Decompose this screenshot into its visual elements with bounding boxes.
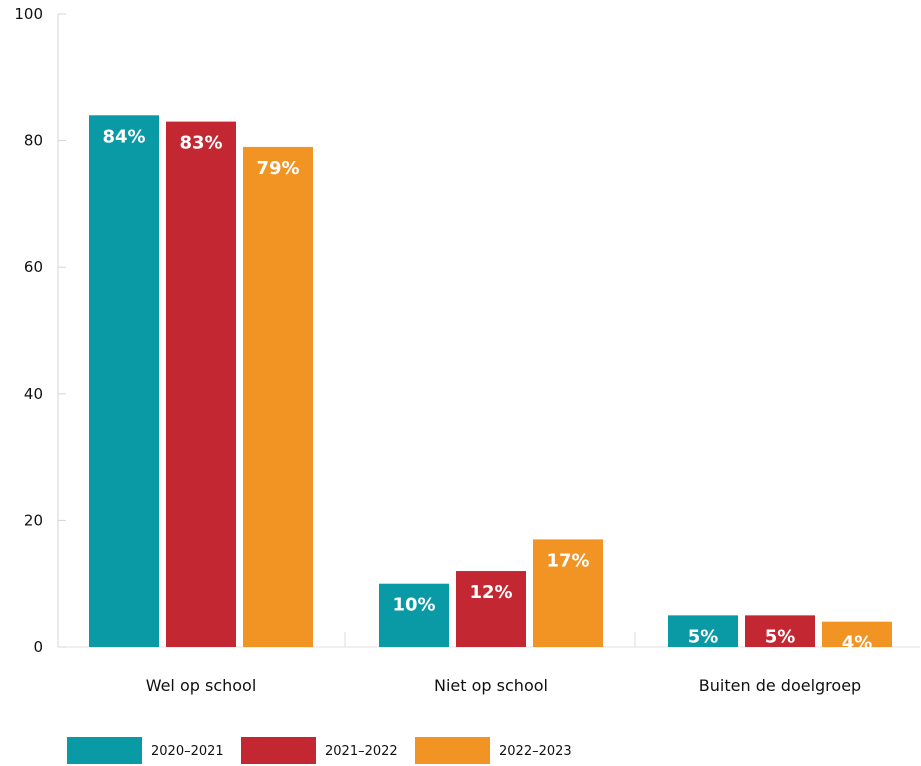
bar-3-1 xyxy=(668,615,738,647)
y-tick-label: 100 xyxy=(14,5,43,23)
legend-swatch xyxy=(67,737,142,764)
data-label: 4% xyxy=(842,633,873,654)
data-label: 84% xyxy=(102,126,145,147)
data-label: 17% xyxy=(546,550,589,571)
y-tick-label: 0 xyxy=(33,638,43,656)
bars-layer xyxy=(89,115,892,648)
category-label: Wel op school xyxy=(146,676,257,695)
y-tick-label: 60 xyxy=(24,258,43,276)
data-label: 5% xyxy=(765,626,796,647)
legend: 2020–2021 2021–2022 2022–2023 xyxy=(67,737,572,764)
legend-swatch xyxy=(241,737,316,764)
bar-1-1 xyxy=(89,115,159,647)
y-tick-label: 40 xyxy=(24,385,43,403)
category-label: Niet op school xyxy=(434,676,548,695)
data-label: 5% xyxy=(688,626,719,647)
y-tick-label: 20 xyxy=(24,511,43,529)
bar-3-2 xyxy=(745,615,815,647)
legend-swatch xyxy=(415,737,490,764)
y-tick-label: 80 xyxy=(24,132,43,150)
bar-1-3 xyxy=(243,146,313,647)
legend-label: 2022–2023 xyxy=(499,744,572,759)
bar-2-1 xyxy=(379,583,449,647)
bar-2-2 xyxy=(456,571,526,647)
data-label: 12% xyxy=(469,582,512,603)
data-label: 10% xyxy=(392,595,435,616)
bar-3-3 xyxy=(822,621,892,647)
category-label: Buiten de doelgroep xyxy=(699,676,861,695)
bar-2-3 xyxy=(533,539,603,647)
labels-layer: 84% 83% 79% Wel op school 10% 12% 17% Niet op s… xyxy=(102,126,872,695)
bar-1-2 xyxy=(166,121,236,648)
legend-label: 2020–2021 xyxy=(151,744,224,759)
legend-label: 2021–2022 xyxy=(325,744,398,759)
data-label: 79% xyxy=(256,158,299,179)
data-label: 83% xyxy=(179,133,222,154)
